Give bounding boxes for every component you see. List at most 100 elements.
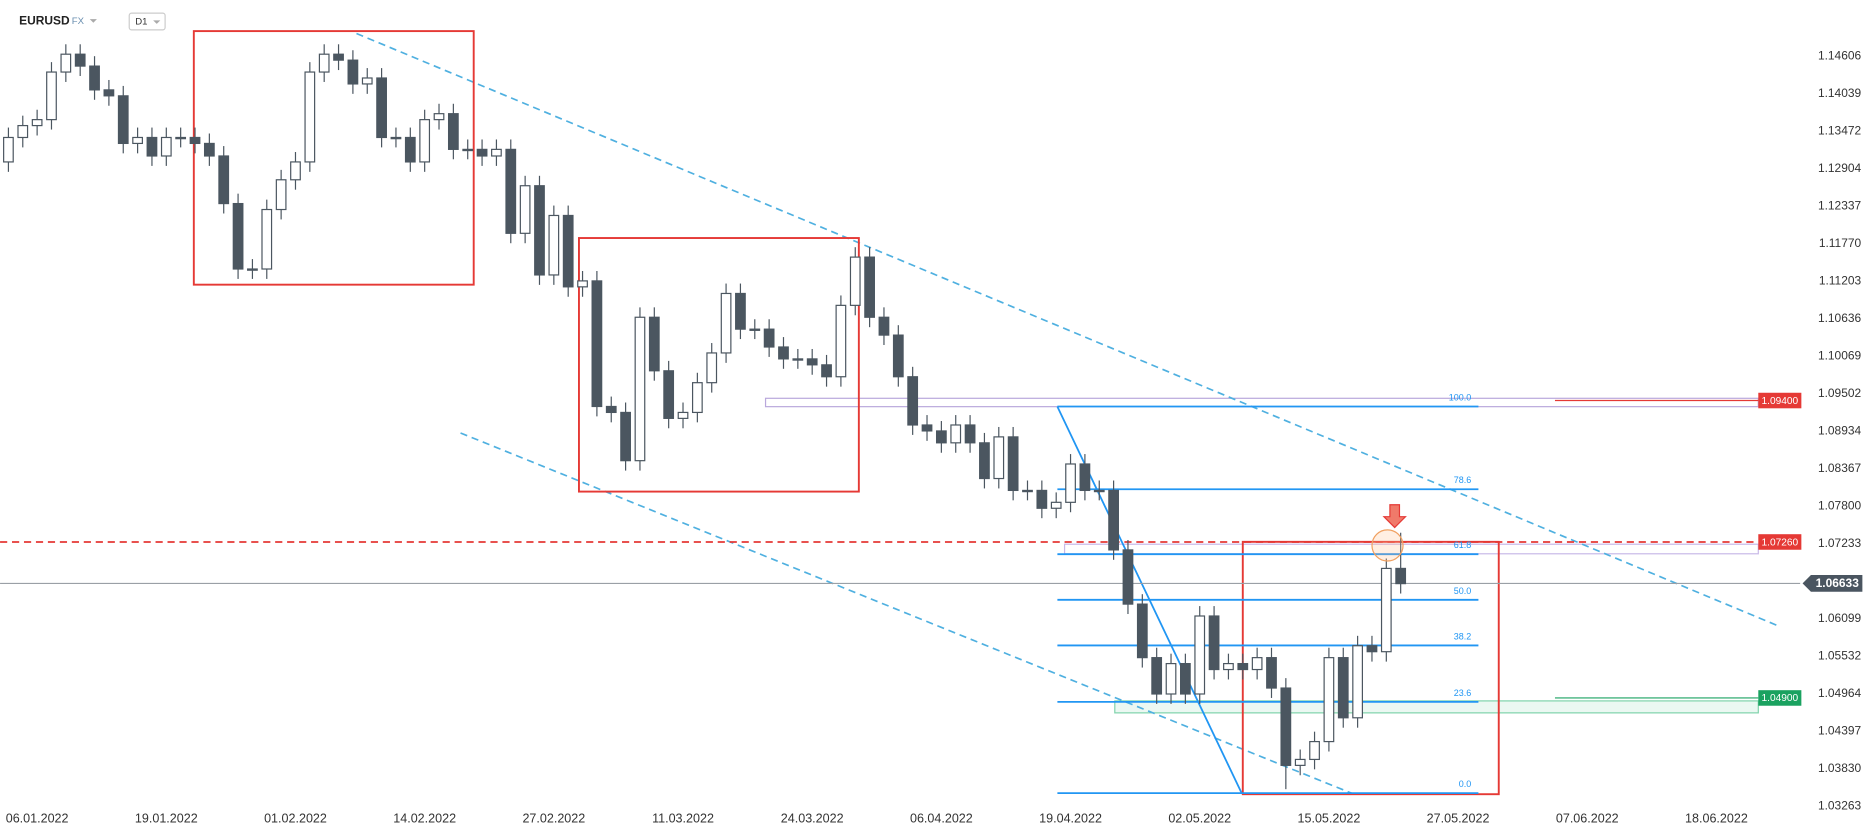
candle-body: [31, 119, 43, 127]
candle-body: [979, 442, 990, 480]
candle-body: [1223, 662, 1234, 671]
dropdown-caret: [89, 19, 97, 23]
x-tick-label: 06.04.2022: [910, 812, 973, 826]
candle-body: [677, 411, 689, 419]
candle-body: [304, 71, 316, 163]
candle-body: [132, 136, 143, 145]
highlight-circle: [1371, 529, 1404, 562]
candle-body: [1337, 657, 1349, 719]
level-label: 1.04900: [1761, 693, 1798, 704]
candle-body: [1093, 489, 1105, 493]
interval-button[interactable]: [128, 12, 166, 31]
market: FX: [72, 16, 85, 27]
candle-body: [3, 136, 14, 163]
y-tick-label: 1.07800: [1818, 498, 1862, 512]
x-tick-label: 06.01.2022: [6, 812, 69, 826]
candle-body: [577, 280, 588, 288]
current-price-box: [1802, 575, 1863, 592]
header: EURUSD FX D1: [19, 12, 166, 31]
y-tick-label: 1.05532: [1818, 648, 1862, 662]
candle-body: [232, 202, 244, 270]
candle-body: [663, 370, 675, 419]
candle-body: [1108, 489, 1119, 551]
candle-body: [1294, 758, 1306, 766]
candle-body: [491, 148, 502, 157]
candle-body: [318, 53, 330, 73]
candle-body: [1179, 662, 1191, 695]
candle-body: [993, 436, 1005, 480]
y-tick-label: 1.12904: [1818, 161, 1862, 175]
x-tick-label: 24.03.2022: [781, 812, 844, 826]
x-tick-label: 27.02.2022: [522, 812, 585, 826]
fib-label: 0.0: [1459, 779, 1471, 789]
candle-body: [1208, 615, 1220, 671]
candle-body: [1194, 615, 1206, 695]
candle-body: [1266, 657, 1277, 689]
candle-body: [720, 292, 732, 354]
candle-body: [361, 77, 373, 85]
candle-body: [778, 346, 789, 360]
candle-body: [878, 316, 890, 336]
candle-body: [261, 208, 273, 270]
y-tick-label: 1.11203: [1819, 274, 1862, 288]
candle-body: [950, 424, 962, 444]
candle-body: [534, 185, 545, 276]
candle-body: [849, 256, 861, 306]
candle-body: [763, 328, 775, 348]
candle-body: [620, 411, 631, 462]
candle-body: [60, 53, 72, 73]
candle-body: [17, 124, 29, 139]
level-label: 1.09400: [1761, 396, 1798, 407]
candle-body: [146, 136, 158, 157]
fib-label: 100.0: [1449, 392, 1471, 402]
candle-body: [1309, 740, 1320, 761]
candle-body: [648, 316, 660, 372]
candle-body: [89, 65, 100, 91]
candle-body: [1165, 662, 1177, 695]
level-label: 1.07260: [1761, 537, 1798, 548]
candle-body: [1065, 463, 1076, 503]
x-tick-label: 27.05.2022: [1427, 812, 1490, 826]
candle-body: [892, 334, 904, 378]
highlight-box: [192, 30, 475, 286]
plot: 100.0 78.6 61.8 50.0 38.2 23.6 0.0 1.14606 1.140…: [0, 44, 1863, 826]
candle-body: [1251, 657, 1263, 671]
x-tick-label: 14.02.2022: [393, 812, 456, 826]
candle-body: [864, 256, 875, 318]
candle-body: [591, 280, 603, 408]
candle-body: [1151, 657, 1163, 695]
candle-body: [1323, 657, 1335, 743]
candle-body: [749, 328, 761, 331]
dropdown-caret: [153, 20, 161, 24]
down-arrow: [1382, 504, 1407, 529]
candle-body: [1050, 501, 1062, 509]
y-tick-label: 1.08934: [1818, 423, 1862, 437]
candle-body: [1380, 567, 1392, 653]
fib-label: 78.6: [1454, 475, 1471, 485]
trend-line: [460, 432, 1355, 795]
candle-body: [634, 316, 646, 462]
candle-body: [74, 53, 86, 67]
candle-body: [1136, 603, 1148, 659]
candle-body: [347, 59, 359, 85]
y-tick-label: 1.06099: [1818, 611, 1862, 625]
candle-body: [1122, 549, 1134, 605]
candle-body: [433, 113, 445, 121]
highlight-box: [578, 237, 860, 493]
y-tick-label: 1.03263: [1818, 798, 1862, 812]
candle-body: [1395, 567, 1407, 585]
level-box: [1758, 690, 1802, 706]
candle-body: [476, 148, 488, 157]
y-tick-label: 1.04397: [1818, 723, 1862, 737]
candle-body: [1079, 463, 1091, 492]
y-tick-label: 1.12337: [1818, 199, 1862, 213]
y-tick-label: 1.08367: [1818, 461, 1862, 475]
candle-body: [735, 292, 746, 330]
candle-body: [333, 53, 344, 61]
candle-body: [691, 382, 703, 414]
candle-body: [46, 71, 57, 121]
x-tick-label: 01.02.2022: [264, 812, 327, 826]
candle-body: [376, 77, 387, 139]
fib-label: 61.8: [1454, 540, 1471, 550]
